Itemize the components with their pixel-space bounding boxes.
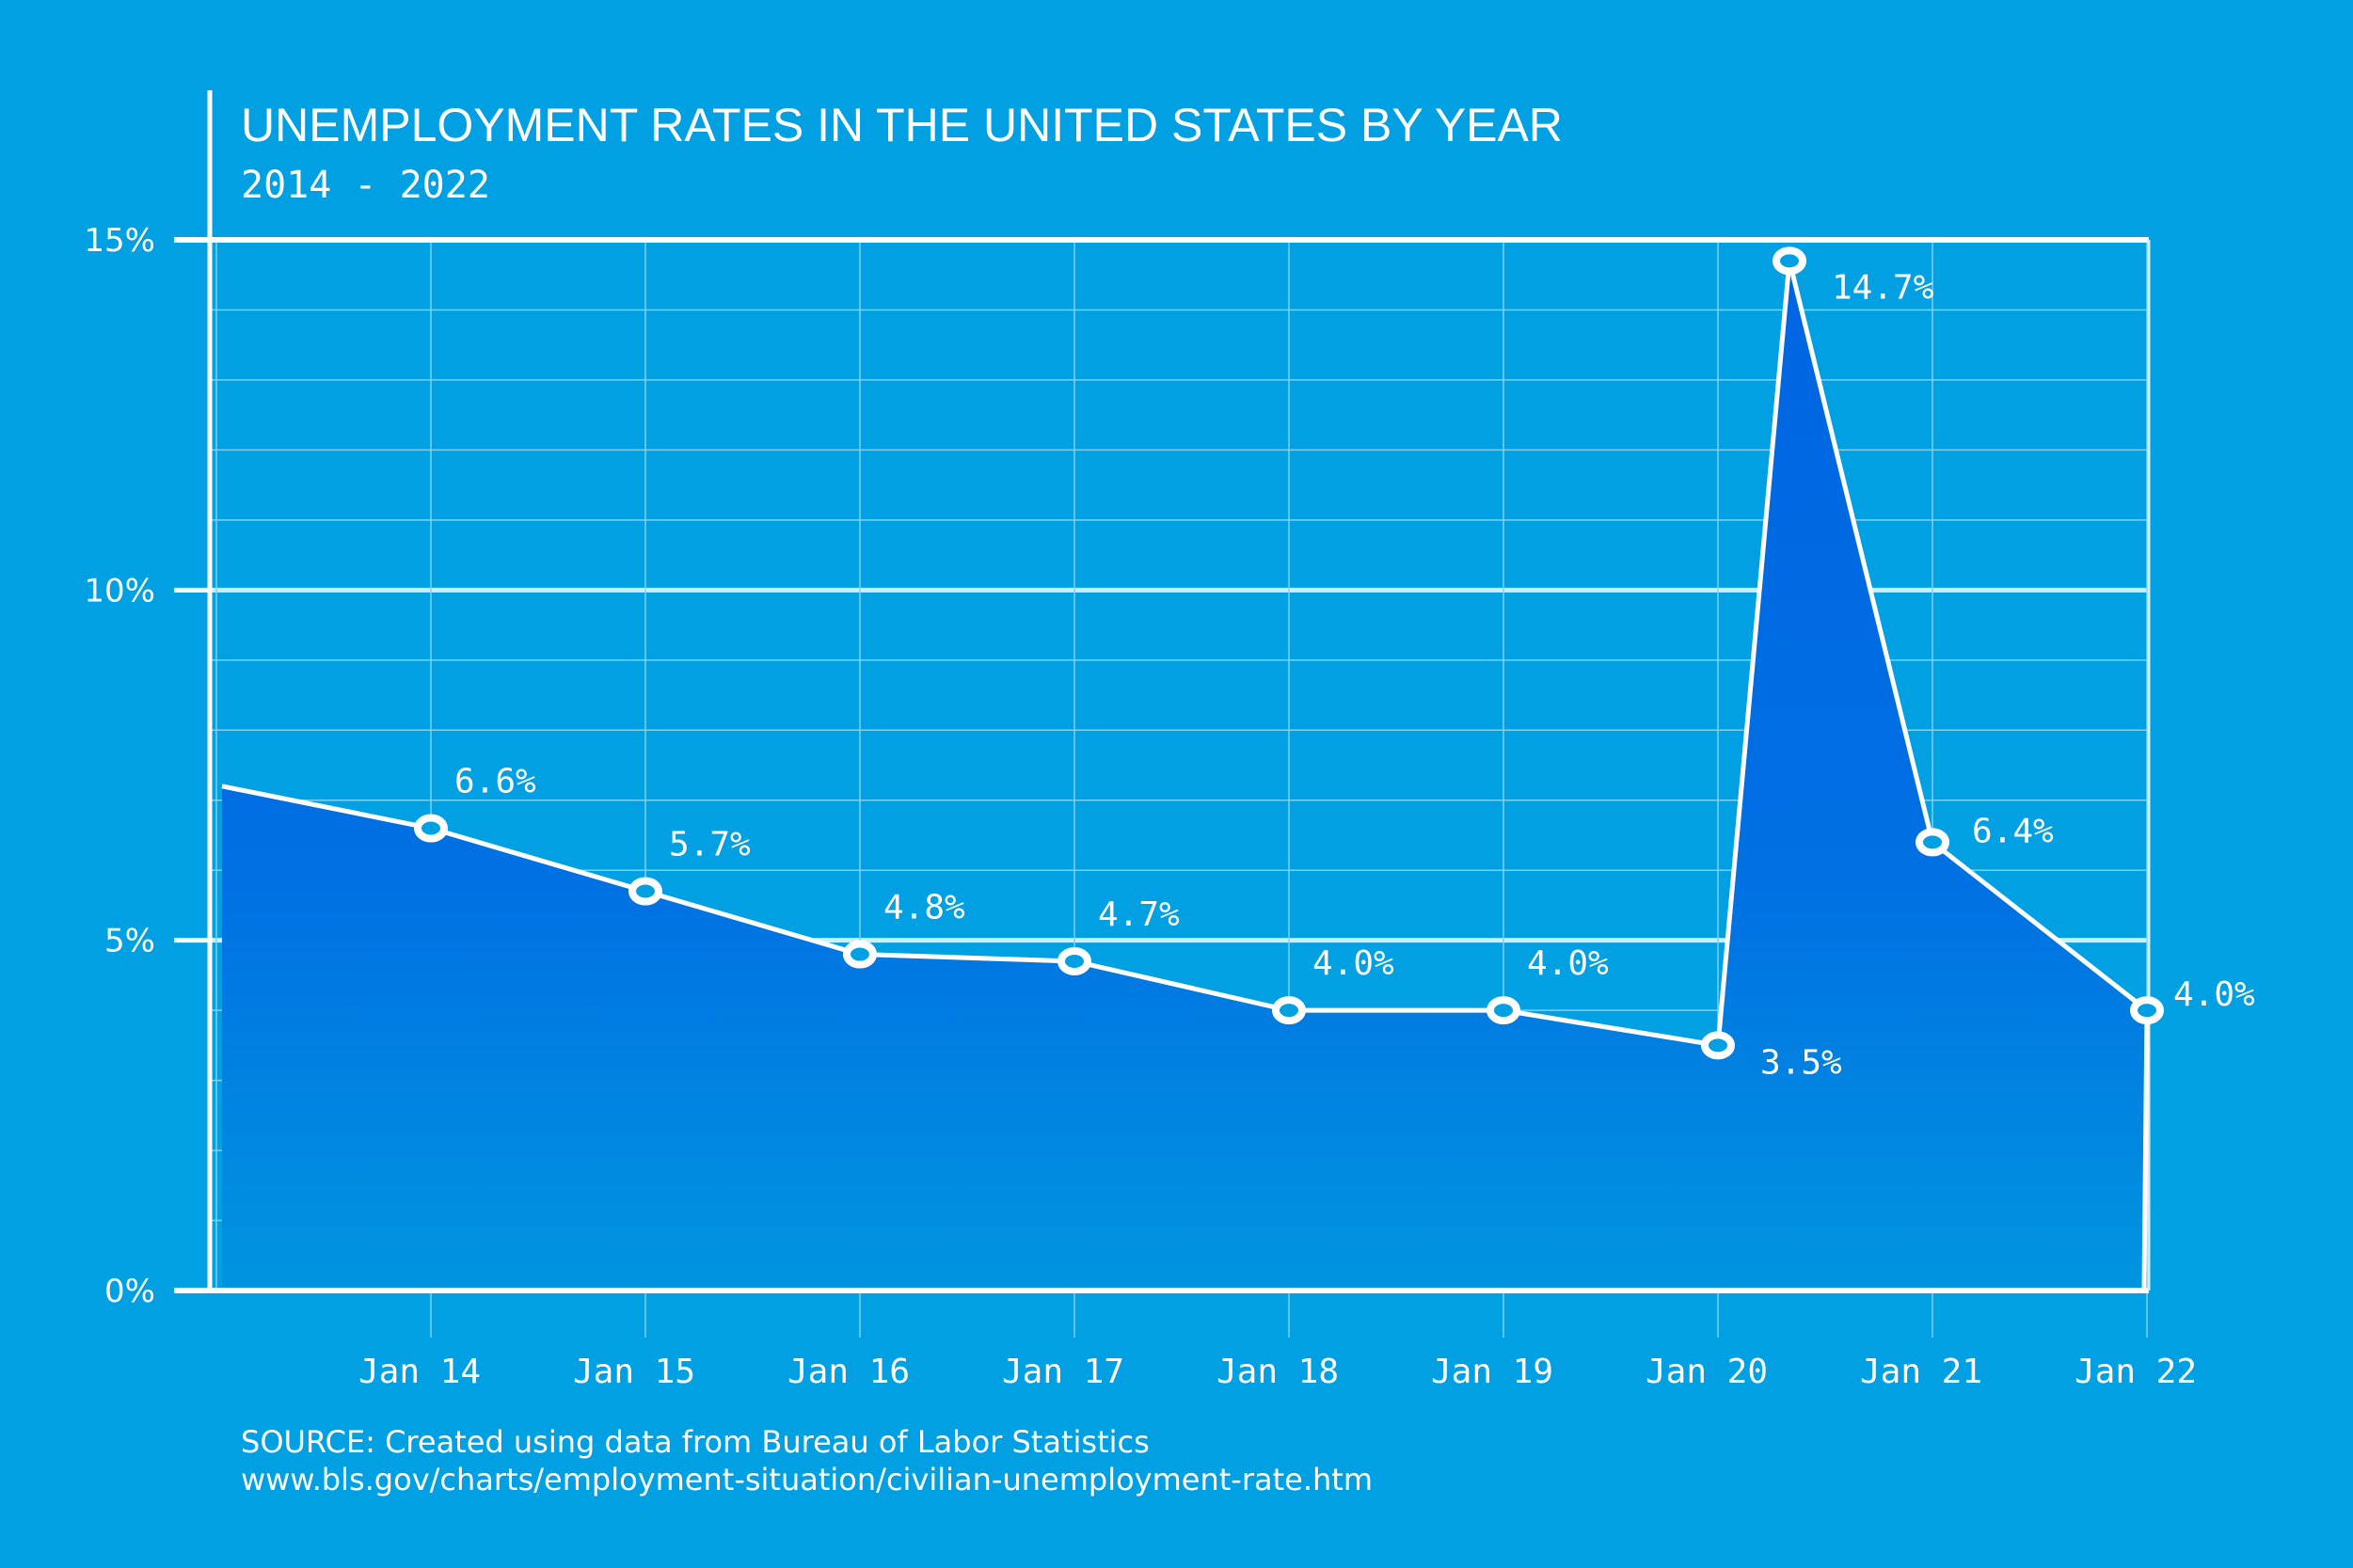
data-point-marker bbox=[414, 814, 448, 843]
data-point-marker bbox=[1272, 996, 1306, 1025]
x-tick-label: Jan 22 bbox=[2075, 1353, 2197, 1391]
data-point-marker bbox=[1773, 246, 1806, 276]
y-axis-ticks: 0% 5% 10% 15% bbox=[84, 222, 155, 1310]
source-line-2[interactable]: www.bls.gov/charts/employment-situation/… bbox=[241, 1462, 1373, 1497]
x-tick-label: Jan 20 bbox=[1646, 1353, 1768, 1391]
data-label: 4.0% bbox=[1312, 944, 1394, 983]
x-tick-label: Jan 15 bbox=[573, 1353, 695, 1391]
data-label: 4.0% bbox=[2173, 975, 2255, 1014]
y-tick-label: 10% bbox=[84, 572, 155, 610]
data-point-marker bbox=[1916, 828, 1949, 857]
data-point-marker bbox=[628, 877, 662, 906]
x-tick-label: Jan 18 bbox=[1216, 1353, 1339, 1391]
data-label: 6.6% bbox=[454, 763, 536, 801]
source-line-1: SOURCE: Created using data from Bureau o… bbox=[241, 1424, 1150, 1460]
data-label: 4.8% bbox=[883, 889, 965, 927]
data-label: 5.7% bbox=[669, 826, 751, 864]
x-tick-label: Jan 17 bbox=[1002, 1353, 1124, 1391]
axes bbox=[174, 90, 2151, 1293]
data-point-marker bbox=[1701, 1031, 1735, 1060]
y-tick-label: 15% bbox=[84, 222, 155, 260]
x-tick-label: Jan 21 bbox=[1860, 1353, 1982, 1391]
chart-subtitle: 2014 - 2022 bbox=[241, 164, 490, 207]
y-tick-label: 0% bbox=[104, 1273, 155, 1310]
x-tick-label: Jan 19 bbox=[1431, 1353, 1553, 1391]
x-tick-label: Jan 16 bbox=[787, 1353, 910, 1391]
data-labels: 6.6% 5.7% 4.8% 4.7% 4.0% 4.0% 3.5% 14.7% 6.4% 4.0… bbox=[454, 268, 2255, 1082]
data-point-marker bbox=[1057, 947, 1091, 976]
y-tick-label: 5% bbox=[104, 923, 155, 960]
data-point-marker bbox=[1487, 996, 1520, 1025]
data-point-marker bbox=[843, 940, 877, 969]
data-label: 4.7% bbox=[1098, 895, 1180, 934]
data-label: 14.7% bbox=[1832, 268, 1934, 307]
x-tick-label: Jan 14 bbox=[358, 1353, 481, 1391]
data-points bbox=[414, 246, 2164, 1060]
data-label: 3.5% bbox=[1760, 1043, 1842, 1082]
data-point-marker bbox=[2130, 996, 2164, 1025]
x-axis-ticks: Jan 14 Jan 15 Jan 16 Jan 17 Jan 18 Jan 19 Jan … bbox=[358, 1353, 2197, 1391]
series-line bbox=[221, 258, 2150, 1291]
area-fill bbox=[222, 261, 2147, 1291]
data-label: 4.0% bbox=[1527, 944, 1609, 983]
data-label: 6.4% bbox=[1972, 812, 2054, 850]
chart-title: UNEMPLOYMENT RATES IN THE UNITED STATES … bbox=[241, 99, 1563, 151]
